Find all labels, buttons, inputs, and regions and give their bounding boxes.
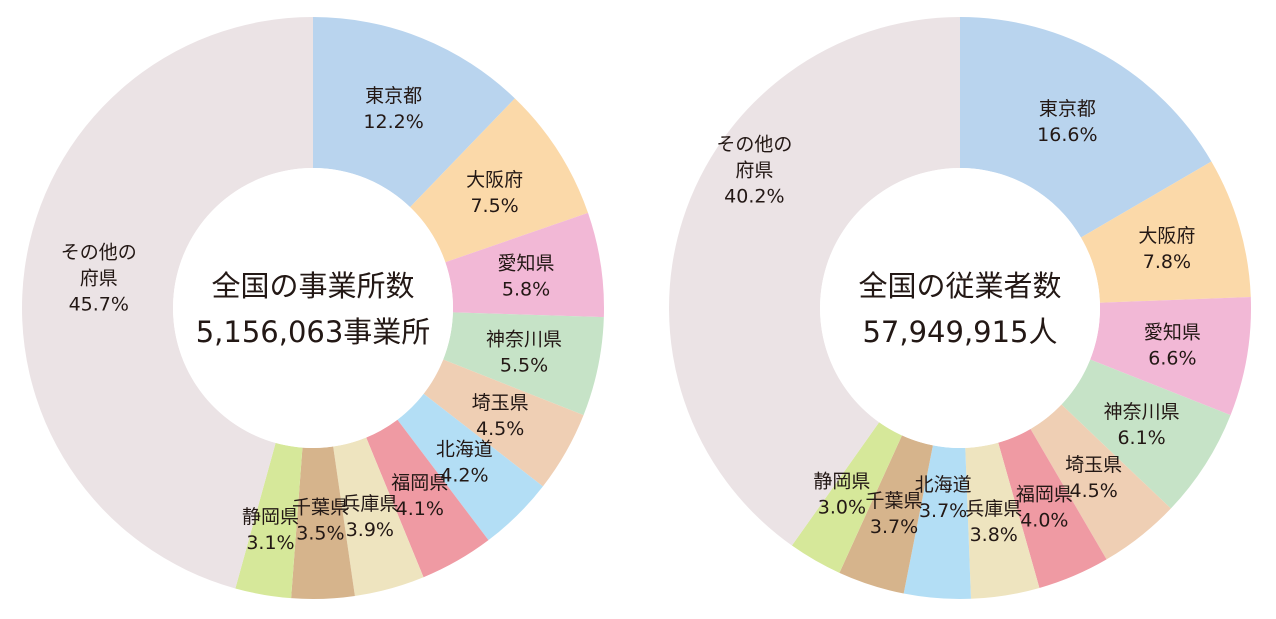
slice-label-兵庫県: 兵庫県 3.9% (341, 493, 398, 541)
slice-labels: 東京都 12.2% 大阪府 7.5% 愛知県 5.8% 神奈川県 5.5% 埼玉県 4.5%北海道… (61, 85, 562, 554)
slice-label-静岡県: 静岡県 3.1% (242, 506, 299, 554)
slice-大阪府 (410, 98, 589, 263)
slice-その他の府県 (669, 17, 960, 546)
slice-label-愛知県: 愛知県 5.8% (498, 253, 555, 301)
slice-labels: 東京都 16.6% 大阪府 7.8% 愛知県 6.6% 神奈川県 6.1% 埼玉県 4.5%福岡県… (716, 98, 1201, 546)
center-label: 全国の従業者数 (858, 269, 1061, 303)
center-value: 5,156,063事業所 (196, 315, 431, 349)
slice-東京都 (960, 17, 1212, 238)
slice-label-静岡県: 静岡県 3.0% (813, 471, 870, 519)
slice-label-埼玉県: 埼玉県 4.5% (472, 392, 529, 440)
slice-label-埼玉県: 埼玉県 4.5% (1065, 454, 1122, 502)
slice-label-その他の府県: その他の府県 45.7% (61, 242, 137, 316)
slice-その他の府県 (22, 17, 314, 589)
slice-label-兵庫県: 兵庫県 3.8% (965, 498, 1022, 546)
slice-北海道 (397, 393, 543, 541)
slice-label-北海道: 北海道 3.7% (915, 474, 972, 522)
slice-label-神奈川県: 神奈川県 5.5% (486, 329, 562, 377)
slice-label-東京都: 東京都 16.6% (1037, 98, 1097, 146)
donut-hole (820, 168, 1100, 448)
slice-埼玉県 (423, 359, 584, 487)
slice-大阪府 (1080, 161, 1251, 303)
slice-神奈川県 (1061, 359, 1231, 509)
slice-兵庫県 (965, 442, 1040, 599)
slice-愛知県 (1090, 297, 1251, 416)
center-value: 57,949,915人 (862, 315, 1057, 349)
donut-chart-1: 東京都 12.2% 大阪府 7.5% 愛知県 5.8% 神奈川県 5.5% 埼玉県 4.5%北海道… (22, 17, 604, 599)
slice-福岡県 (366, 419, 489, 578)
slice-北海道 (903, 445, 971, 599)
slice-千葉県 (839, 435, 933, 594)
slice-label-愛知県: 愛知県 6.6% (1144, 321, 1201, 369)
slice-label-東京都: 東京都 12.2% (363, 85, 423, 133)
slice-label-千葉県: 千葉県 3.7% (866, 490, 923, 538)
slice-label-福岡県: 福岡県 4.1% (391, 472, 448, 520)
slice-label-千葉県: 千葉県 3.5% (292, 496, 349, 544)
slice-福岡県 (998, 428, 1107, 588)
slice-label-神奈川県: 神奈川県 6.1% (1104, 401, 1180, 449)
slice-label-福岡県: 福岡県 4.0% (1016, 483, 1073, 531)
slice-兵庫県 (333, 437, 424, 596)
slice-label-大阪府: 大阪府 7.8% (1138, 225, 1195, 273)
donut-hole (173, 168, 453, 448)
slice-静岡県 (791, 422, 902, 573)
slice-東京都 (313, 17, 515, 208)
slice-神奈川県 (443, 312, 604, 416)
center-label: 全国の事業所数 (211, 269, 414, 303)
slice-愛知県 (445, 212, 604, 318)
donut-chart-2: 東京都 16.6% 大阪府 7.8% 愛知県 6.6% 神奈川県 6.1% 埼玉県 4.5%福岡県… (669, 17, 1251, 599)
slice-label-その他の府県: その他の府県 40.2% (716, 133, 792, 207)
slice-label-大阪府: 大阪府 7.5% (466, 169, 523, 217)
slice-label-北海道: 北海道 4.2% (436, 438, 493, 486)
slice-静岡県 (235, 442, 303, 599)
slice-千葉県 (291, 446, 355, 599)
slice-埼玉県 (1030, 404, 1171, 560)
